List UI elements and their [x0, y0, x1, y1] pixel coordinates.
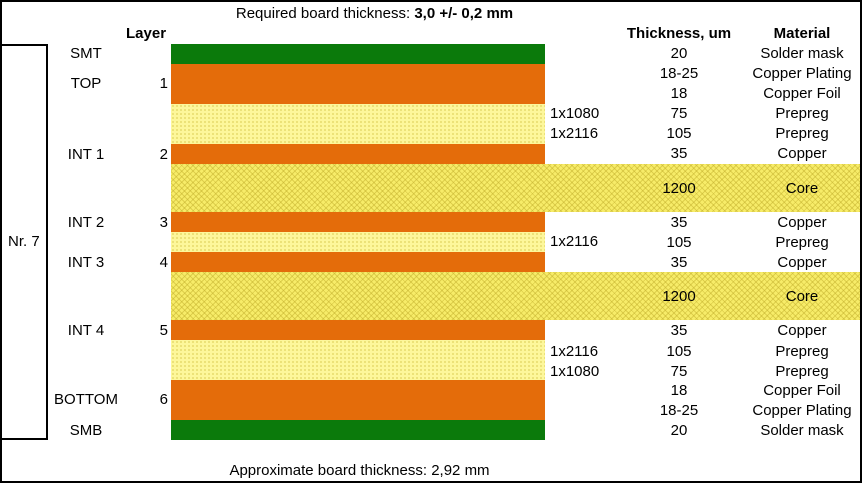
- thickness-value: 105: [666, 125, 692, 142]
- layer-number-int3: 4: [159, 254, 168, 271]
- band-prepreg-2: [171, 232, 545, 252]
- prepreg-code: 1x1080: [550, 363, 600, 380]
- thickness-value: 35: [670, 254, 688, 271]
- thickness-value: 75: [670, 105, 688, 122]
- required-thickness-label: Required board thickness:: [235, 5, 415, 22]
- prepreg-code: 1x2116: [550, 343, 599, 360]
- required-thickness: Required board thickness: 3,0 +/- 0,2 mm: [2, 4, 747, 24]
- material-label: Copper: [777, 145, 827, 162]
- band-copper-int3: [171, 252, 545, 272]
- material-label: Prepreg: [775, 363, 829, 380]
- thickness-value: 20: [670, 422, 688, 439]
- band-core-2: [171, 272, 860, 320]
- material-label: Copper: [777, 214, 827, 231]
- layer-name-smt: SMT: [70, 45, 102, 62]
- layer-name-int2: INT 2: [67, 214, 105, 231]
- layer-number-bottom: 6: [159, 391, 168, 408]
- thickness-value: 18: [670, 382, 688, 399]
- material-label: Prepreg: [775, 234, 829, 251]
- thickness-value: 35: [670, 145, 688, 162]
- thickness-value: 18-25: [659, 65, 699, 82]
- layer-number-top: 1: [159, 75, 168, 92]
- band-copper-int1: [171, 144, 545, 164]
- layer-name-smb: SMB: [69, 422, 103, 439]
- thickness-value: 105: [666, 343, 692, 360]
- layer-number-int2: 3: [159, 214, 168, 231]
- layer-name-bottom: BOTTOM: [54, 391, 118, 408]
- band-core-1: [171, 164, 860, 212]
- approximate-thickness: Approximate board thickness: 2,92 mm: [229, 462, 490, 479]
- layer-name-int3: INT 3: [67, 254, 105, 271]
- thickness-value: 18: [670, 85, 688, 102]
- prepreg-code: 1x2116: [550, 125, 599, 142]
- thickness-value: 1200: [662, 180, 696, 197]
- band-copper-top: [171, 64, 545, 104]
- stack-bracket: [2, 44, 48, 440]
- band-copper-int2: [171, 212, 545, 232]
- material-label: Prepreg: [775, 125, 829, 142]
- prepreg-code: 1x2116: [550, 233, 599, 250]
- band-prepreg-1: [171, 104, 545, 144]
- material-label: Solder mask: [760, 45, 844, 62]
- thickness-value: 18-25: [659, 402, 699, 419]
- layer-name-int4: INT 4: [67, 322, 105, 339]
- band-prepreg-3: [171, 340, 545, 380]
- material-column-header: Material: [773, 25, 831, 42]
- material-label: Core: [785, 288, 819, 305]
- stack-label: Nr. 7: [8, 233, 40, 250]
- material-label: Copper Plating: [752, 65, 852, 82]
- thickness-value: 20: [670, 45, 688, 62]
- material-label: Copper: [777, 322, 827, 339]
- material-label: Solder mask: [760, 422, 844, 439]
- thickness-value: 35: [670, 322, 688, 339]
- band-solder-mask-bottom: [171, 420, 545, 440]
- thickness-value: 75: [670, 363, 688, 380]
- material-label: Prepreg: [775, 343, 829, 360]
- layer-name-top: TOP: [70, 75, 102, 92]
- band-copper-int4: [171, 320, 545, 340]
- layer-column-header: Layer: [126, 25, 167, 42]
- required-thickness-value: 3,0 +/- 0,2 mm: [414, 5, 514, 22]
- thickness-value: 1200: [662, 288, 696, 305]
- material-label: Copper Foil: [763, 382, 841, 399]
- layer-number-int4: 5: [159, 322, 168, 339]
- layer-name-int1: INT 1: [67, 146, 105, 163]
- material-label: Prepreg: [775, 105, 829, 122]
- prepreg-code: 1x1080: [550, 105, 600, 122]
- thickness-column-header: Thickness, um: [626, 25, 732, 42]
- layer-number-int1: 2: [159, 146, 168, 163]
- thickness-value: 35: [670, 214, 688, 231]
- material-label: Copper: [777, 254, 827, 271]
- band-copper-bottom: [171, 380, 545, 420]
- thickness-value: 105: [666, 234, 692, 251]
- material-label: Copper Plating: [752, 402, 852, 419]
- band-solder-mask-top: [171, 44, 545, 64]
- material-label: Copper Foil: [763, 85, 841, 102]
- material-label: Core: [785, 180, 819, 197]
